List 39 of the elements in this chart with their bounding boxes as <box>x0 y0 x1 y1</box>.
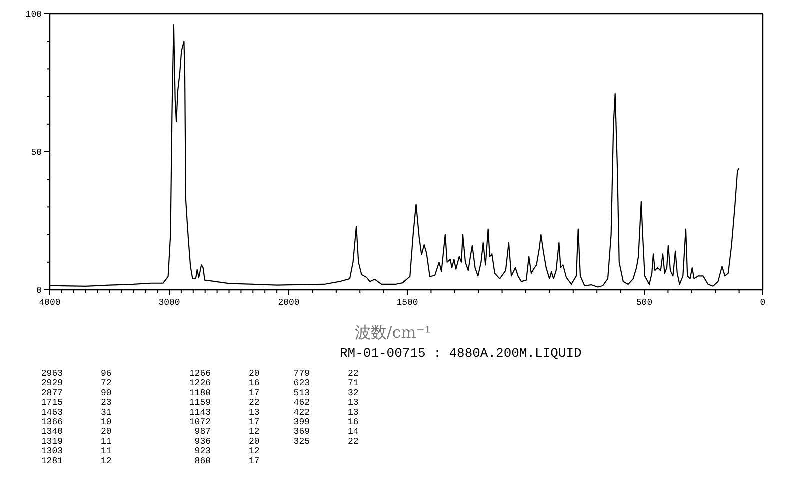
annotation: 399 16 <box>294 418 359 428</box>
annotation: 1319 11 <box>41 436 112 447</box>
annotation: 513 32 <box>294 388 359 398</box>
annotation: 1072 17 <box>189 418 260 428</box>
annotation: 1266 20 <box>189 369 260 379</box>
x-tick-label: 1500 <box>396 298 418 308</box>
annotation: 2877 90 <box>41 388 112 398</box>
annotation: 369 14 <box>294 427 359 438</box>
annotation: 2963 96 <box>41 369 112 379</box>
x-tick-label: 4000 <box>39 298 61 308</box>
annotation: 1715 23 <box>41 398 112 408</box>
annotation: 1159 22 <box>189 398 260 408</box>
annotation: 936 20 <box>194 436 260 447</box>
annotation: 2929 72 <box>41 378 112 389</box>
annotation: 325 22 <box>294 436 359 447</box>
y-tick-label: 100 <box>26 10 42 20</box>
annotation: 623 71 <box>294 378 359 389</box>
text: RM-01-00715 : 4880A.200M.LIQUID <box>340 346 582 361</box>
annotation: 422 13 <box>294 408 359 418</box>
x-tick-label: 0 <box>760 298 766 308</box>
annotation: 860 17 <box>194 456 260 466</box>
annotation: 1226 16 <box>189 378 260 389</box>
annotation: 1340 20 <box>41 427 112 438</box>
annotation: 1180 17 <box>189 388 260 398</box>
x-tick-label: 500 <box>636 298 653 308</box>
annotation: 779 22 <box>294 369 359 379</box>
y-tick-label: 50 <box>31 148 42 158</box>
x-axis-title: 波数/cm⁻¹ <box>354 323 432 342</box>
annotation: 923 12 <box>194 446 260 457</box>
annotation: 1281 12 <box>41 456 112 466</box>
x-tick-label: 2000 <box>278 298 300 308</box>
annotation: 1463 31 <box>41 408 112 418</box>
annotation: 1303 11 <box>41 446 112 457</box>
y-tick-label: 0 <box>36 286 42 296</box>
annotation: 987 12 <box>194 427 260 438</box>
x-tick-label: 3000 <box>158 298 180 308</box>
annotation: 462 13 <box>294 398 359 408</box>
annotation: 1366 10 <box>41 418 112 428</box>
annotation: 1143 13 <box>189 408 260 418</box>
